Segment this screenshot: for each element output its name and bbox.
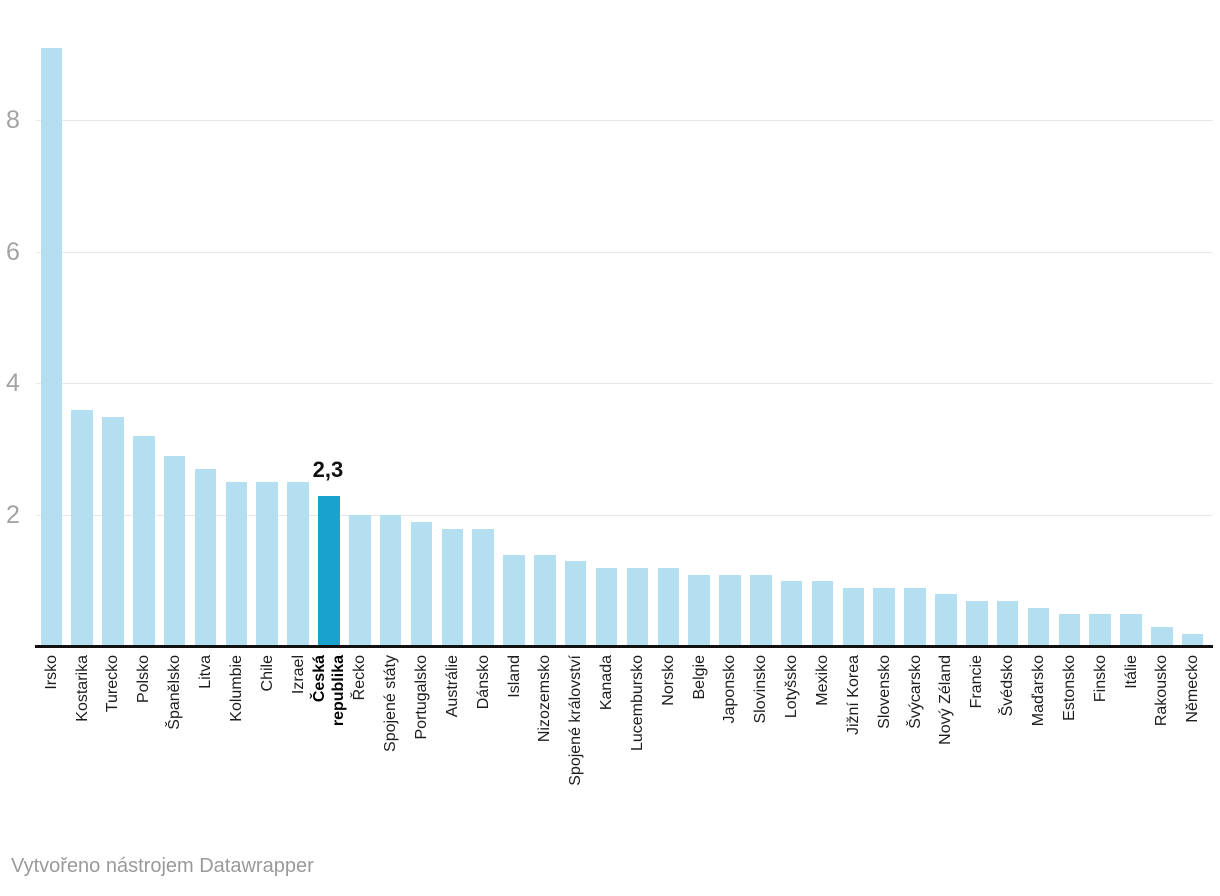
bar[interactable] — [719, 574, 741, 647]
bar[interactable] — [842, 587, 865, 647]
x-label-text: Švédsko — [999, 655, 1017, 717]
x-label-text: Kolumbie — [227, 655, 245, 722]
x-label: Irsko — [42, 655, 77, 690]
bar[interactable] — [379, 515, 402, 647]
bar[interactable] — [410, 521, 433, 647]
bar[interactable] — [534, 554, 556, 647]
x-label-text: Dánsko — [474, 655, 492, 710]
bar[interactable] — [225, 482, 248, 647]
bar[interactable] — [503, 554, 525, 647]
bar[interactable] — [966, 600, 988, 647]
x-label-text: Francie — [968, 655, 986, 709]
bar[interactable] — [349, 515, 371, 647]
x-label-text: Česká republika — [310, 655, 347, 727]
bar-highlighted[interactable] — [318, 495, 340, 647]
bar[interactable] — [657, 568, 679, 647]
x-label-text: Spojené království — [567, 655, 585, 786]
x-label: Itálie — [1122, 655, 1156, 689]
bar[interactable] — [472, 528, 494, 647]
x-label-text: Jižní Korea — [844, 655, 862, 736]
x-label-text: Irsko — [42, 655, 60, 690]
bar[interactable] — [441, 528, 464, 647]
bar[interactable] — [287, 482, 309, 647]
bar[interactable] — [163, 456, 186, 647]
y-tick-label: 6 — [6, 237, 20, 266]
x-label-text: Turecko — [104, 655, 122, 713]
bar[interactable] — [1089, 614, 1111, 647]
x-axis-line — [35, 644, 1213, 648]
x-label: Litva — [196, 655, 230, 689]
x-label-text: Island — [505, 655, 523, 698]
x-label-text: Nizozemsko — [536, 655, 554, 743]
bar[interactable] — [102, 416, 124, 647]
gridline — [36, 383, 1213, 385]
bar[interactable] — [780, 581, 803, 647]
gridline — [36, 119, 1213, 121]
x-label-text: Litva — [197, 655, 214, 689]
bar[interactable] — [750, 574, 772, 647]
bar[interactable] — [935, 594, 957, 647]
bar[interactable] — [1120, 614, 1142, 647]
x-label-text: Nový Zéland — [937, 655, 955, 745]
x-label-text: Izrael — [289, 655, 307, 695]
x-label-text: Lucembursko — [628, 655, 646, 752]
x-label-text: Španělsko — [166, 655, 184, 730]
footer-attribution-link[interactable]: Vytvořeno nástrojem Datawrapper — [11, 855, 314, 877]
x-label-text: Polsko — [135, 655, 153, 704]
x-label-text: Norsko — [659, 655, 677, 706]
bar[interactable] — [904, 587, 926, 647]
x-label-text: Řecko — [351, 655, 369, 701]
y-tick-label: 4 — [6, 369, 20, 398]
y-tick-label: 2 — [6, 500, 20, 529]
bar[interactable] — [256, 482, 278, 647]
x-label-text: Německo — [1184, 655, 1202, 723]
bar[interactable] — [564, 561, 587, 647]
bar[interactable] — [1027, 607, 1050, 647]
x-label-text: Slovinsko — [752, 655, 770, 724]
gridline — [36, 251, 1213, 253]
bar[interactable] — [1151, 627, 1173, 647]
bar[interactable] — [688, 574, 710, 647]
x-label-text: Mexiko — [814, 655, 831, 706]
x-label-text: Estonsko — [1060, 655, 1078, 721]
bar[interactable] — [40, 48, 62, 647]
value-label: 2,3 — [312, 456, 344, 482]
bar[interactable] — [133, 436, 155, 647]
x-label-text: Portugalsko — [412, 655, 430, 740]
x-label-text: Rakousko — [1153, 655, 1171, 727]
y-tick-label: 8 — [6, 105, 20, 134]
bar[interactable] — [71, 410, 93, 647]
gridline — [36, 514, 1213, 516]
x-label-text: Chile — [258, 655, 276, 692]
x-label-text: Finsko — [1091, 655, 1109, 703]
x-label-text: Maďarsko — [1029, 655, 1047, 727]
bar[interactable] — [996, 600, 1019, 647]
x-label-text: Belgie — [690, 655, 708, 700]
x-label-text: Spojené státy — [382, 655, 400, 752]
x-label: Německo — [1183, 655, 1220, 723]
x-label-text: Lotyšsko — [783, 655, 801, 719]
bar[interactable] — [873, 587, 895, 647]
x-label-text: Kanada — [598, 655, 616, 711]
bar[interactable] — [194, 469, 217, 647]
bar[interactable] — [595, 568, 618, 647]
bar[interactable] — [1058, 614, 1081, 647]
bar[interactable] — [1181, 633, 1204, 647]
bar[interactable] — [811, 581, 834, 647]
x-label-text: Švýcarsko — [906, 655, 924, 729]
x-label-text: Austrálie — [443, 655, 461, 718]
x-label-text: Slovensko — [875, 655, 893, 729]
x-label-text: Kostarika — [73, 655, 91, 722]
bar[interactable] — [626, 568, 649, 647]
x-label-text: Itálie — [1122, 655, 1140, 689]
x-label-text: Japonsko — [721, 655, 739, 724]
